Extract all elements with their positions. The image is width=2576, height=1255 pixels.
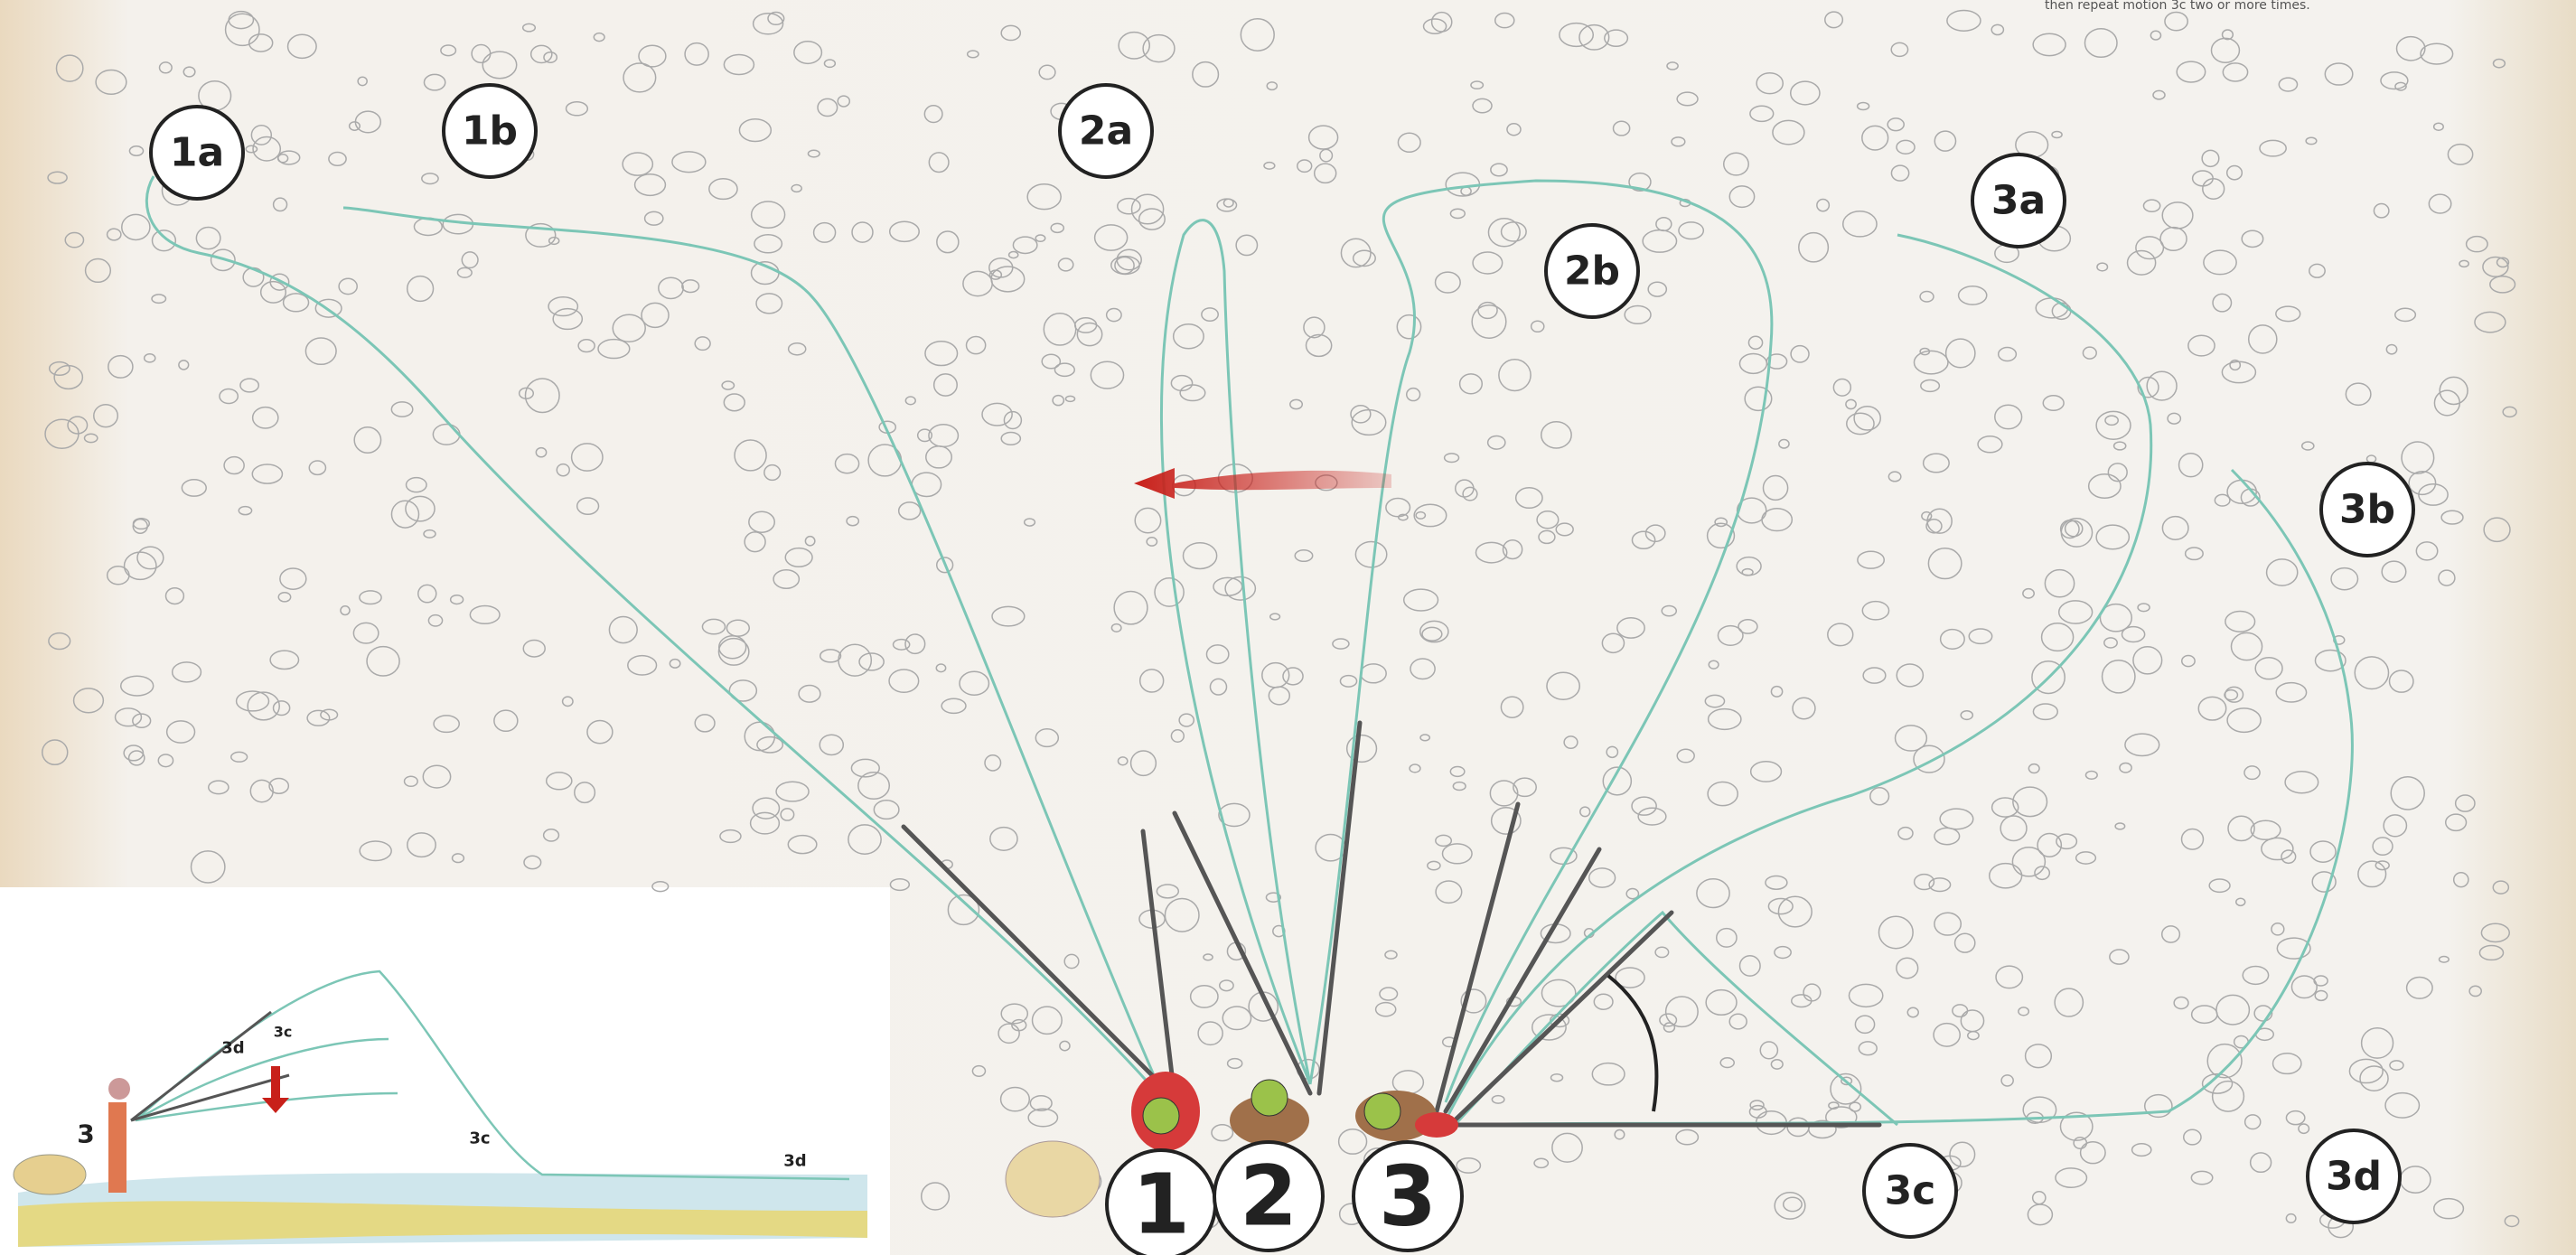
angler-label: 1 [1132,1157,1190,1253]
rock [1006,1141,1100,1217]
angler-label: 3 [1379,1148,1437,1245]
rock [14,1155,86,1194]
marker-label: 3c [1885,1168,1936,1214]
angler-hat [1251,1080,1288,1116]
page: then repeat motion 3c two or more times.… [0,0,2576,1255]
marker-label: 1a [170,130,224,176]
marker-label: 2a [1079,108,1133,155]
angler-hat [1364,1093,1400,1129]
marker-label: 3d [2326,1154,2382,1200]
inset-label: 3 [77,1119,94,1149]
marker-label: 2b [1564,248,1620,295]
angler-side [108,1102,126,1193]
marker-label: 1b [462,108,518,155]
inset-label: 3c [274,1024,293,1041]
angler-hat [1143,1098,1179,1134]
angler-label: 2 [1240,1148,1297,1245]
inset-label: 3c [469,1129,490,1148]
marker-label: 3a [1991,178,2046,224]
inset-label: 3d [221,1039,244,1058]
marker-label: 3b [2339,487,2395,533]
angler-arm [1415,1112,1458,1138]
illustration: then repeat motion 3c two or more times.… [0,0,2576,1255]
caption: then repeat motion 3c two or more times. [2045,0,2310,13]
angler-head [108,1078,130,1100]
inset-label: 3d [783,1152,806,1171]
